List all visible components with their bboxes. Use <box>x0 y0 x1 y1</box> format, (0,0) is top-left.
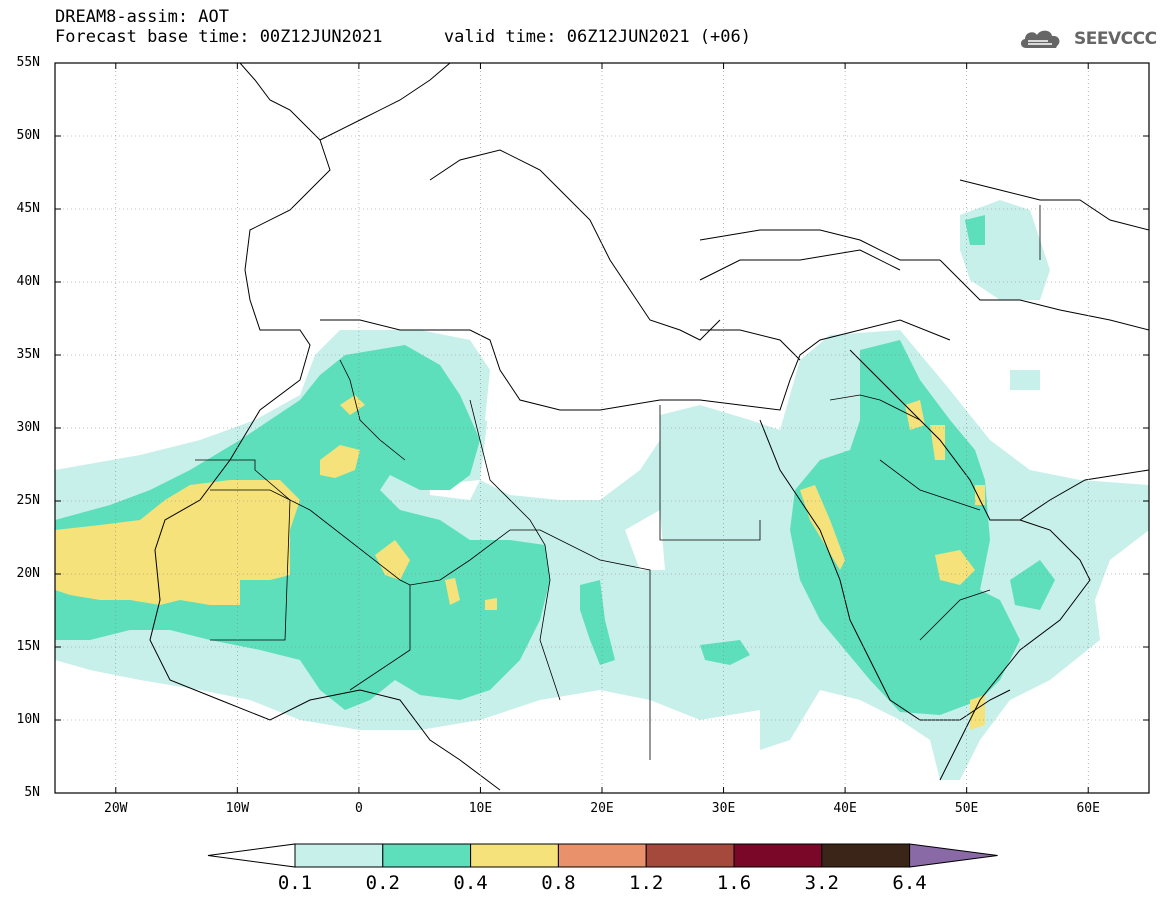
gridlines <box>55 63 1149 793</box>
logo-text: SEEVCCC <box>1074 29 1157 49</box>
colorbar-level-label: 6.4 <box>892 872 927 894</box>
lat-label: 40N <box>16 274 40 289</box>
lat-label: 50N <box>16 128 40 143</box>
lat-label: 10N <box>16 712 40 727</box>
cloud-icon <box>1020 30 1060 48</box>
lat-label: 45N <box>16 201 40 216</box>
colorbar-segment <box>557 843 647 868</box>
lon-label: 0 <box>354 801 363 816</box>
forecast-time-line: Forecast base time: 00Z12JUN2021 valid t… <box>55 27 751 47</box>
lon-label: 50E <box>954 801 979 816</box>
aot-0.2-field <box>55 215 1055 715</box>
seevccc-logo: SEEVCCC <box>1018 26 1157 52</box>
colorbar-under-triangle <box>207 843 296 868</box>
colorbar-level-label: 3.2 <box>804 872 839 894</box>
chart-title: DREAM8-assim: AOT <box>55 7 229 27</box>
axis-ticks <box>55 62 1149 794</box>
lat-label: 5N <box>24 785 40 800</box>
colorbar-segment <box>821 843 911 868</box>
country-borders <box>195 205 1041 760</box>
colorbar-segment <box>645 843 735 868</box>
lat-label: 55N <box>16 55 40 70</box>
lon-label: 20E <box>590 801 614 816</box>
lon-label: 10W <box>225 801 250 816</box>
colorbar-segment <box>294 843 384 868</box>
lon-label: 30E <box>711 801 736 816</box>
colorbar-level-label: 0.2 <box>365 872 400 894</box>
colorbar-level-label: 0.8 <box>541 872 576 894</box>
lat-label: 25N <box>16 493 40 508</box>
lat-label: 15N <box>16 639 40 654</box>
lat-label: 35N <box>16 347 40 362</box>
lon-label: 20W <box>104 801 128 816</box>
colorbar-level-label: 1.6 <box>716 872 752 894</box>
lon-label: 60E <box>1076 801 1100 816</box>
lat-label: 20N <box>16 566 40 581</box>
colorbar-segment <box>382 843 472 868</box>
lon-label: 10E <box>468 801 493 816</box>
coastlines <box>149 63 1149 791</box>
colorbar-level-label: 1.2 <box>629 872 664 894</box>
colorbar-over-triangle <box>909 843 998 868</box>
colorbar-segment <box>470 843 559 868</box>
colorbar-level-label: 0.1 <box>277 872 313 894</box>
colorbar-segment <box>733 843 823 868</box>
lat-label: 30N <box>16 420 40 435</box>
colorbar-level-label: 0.4 <box>453 872 488 894</box>
lon-label: 40E <box>833 801 857 816</box>
